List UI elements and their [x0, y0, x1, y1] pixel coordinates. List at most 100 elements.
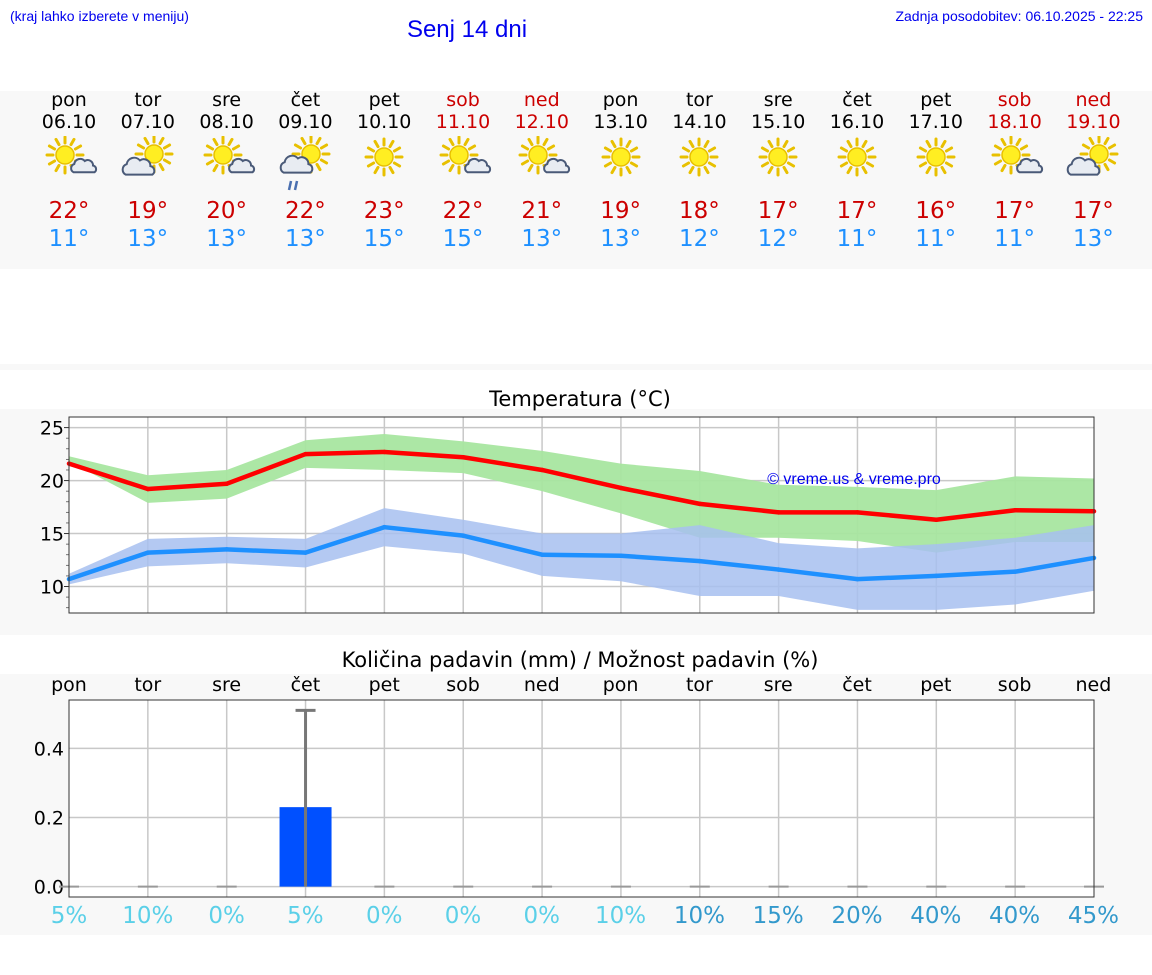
max-temp-segment [855, 510, 939, 523]
y-tick-label: 0.0 [34, 877, 64, 899]
sun-icon [817, 136, 897, 192]
precip-day-label: tor [134, 674, 162, 696]
y-tick-label: 0.4 [34, 738, 64, 760]
day-date: 09.10 [278, 111, 333, 133]
y-tick-label: 10 [40, 577, 64, 599]
temp-min: 13° [1073, 226, 1114, 252]
precipitation-chart: 0.0 0.2 0.4 [34, 699, 1104, 899]
precip-day-label: čet [842, 674, 872, 696]
precip-day-label: sob [997, 674, 1032, 696]
precip-day-label: tor [685, 674, 713, 696]
temp-max: 17° [836, 198, 878, 224]
min-temp-segment [539, 552, 624, 559]
cloud-sun-icon [108, 134, 188, 192]
temp-max: 19° [127, 198, 169, 224]
day-date: 11.10 [435, 111, 491, 133]
chart-watermark: © vreme.us & vreme.pro [767, 471, 941, 488]
y-tick-label: 15 [40, 524, 64, 546]
temp-min: 11° [915, 226, 957, 252]
day-name: čet [842, 89, 872, 111]
temp-max: 21° [521, 198, 563, 224]
max-temp-segment [460, 455, 545, 473]
precip-probability: 0% [365, 903, 403, 929]
temp-min: 13° [127, 226, 169, 252]
min-temp-segment [776, 567, 860, 582]
temp-max: 16° [915, 198, 957, 224]
sun-cloud-icon [187, 135, 267, 192]
temp-min: 13° [285, 226, 326, 252]
precip-day-label: čet [290, 674, 321, 696]
day-name: tor [685, 89, 713, 111]
min-temp-segment [224, 547, 308, 555]
temperature-chart: 10 15 20 25 © vreme.us & vreme.pro [40, 416, 1097, 614]
precip-day-label: sob [446, 674, 480, 696]
min-temp-segment [697, 558, 781, 572]
sun-cloud-icon [29, 135, 109, 192]
cloud-sun-icon [1053, 134, 1133, 192]
sun-cloud-icon [502, 135, 582, 192]
precip-probability: 5% [50, 903, 88, 929]
max-temp-band [69, 433, 1094, 553]
day-date: 07.10 [120, 111, 175, 133]
temp-max: 17° [757, 198, 799, 224]
temp-min: 11° [994, 226, 1035, 252]
precip-chart-title: Količina padavin (mm) / Možnost padavin … [341, 648, 819, 672]
temp-min: 13° [521, 226, 563, 252]
temp-max: 22° [442, 198, 484, 224]
sun-icon [738, 136, 818, 192]
min-temp-segment [303, 524, 387, 555]
day-name: sre [763, 89, 793, 111]
day-name: pet [368, 89, 400, 111]
precip-probability: 10% [673, 903, 725, 929]
temp-min: 13° [600, 226, 641, 252]
max-temp-segment [145, 481, 229, 492]
precip-day-label: pon [602, 674, 639, 696]
precip-probability: 5% [287, 903, 324, 929]
precip-probability: 20% [831, 903, 883, 929]
day-name: tor [134, 89, 162, 111]
precip-day-label: sre [763, 674, 793, 696]
day-date: 17.10 [908, 111, 963, 133]
temp-min: 12° [679, 226, 720, 252]
max-temp-segment [303, 449, 387, 457]
max-temp-segment [66, 461, 151, 492]
min-temp-segment [66, 550, 151, 582]
last-updated: Zadnja posodobitev: 06.10.2025 - 22:25 [895, 8, 1143, 24]
day-date: 13.10 [593, 111, 648, 133]
day-name: pet [920, 89, 952, 111]
precip-day-label: ned [1075, 674, 1112, 696]
day-date: 12.10 [514, 111, 569, 133]
temp-min: 12° [757, 226, 799, 252]
day-name: pon [602, 89, 639, 111]
header-menu-hint[interactable]: (kraj lahko izberete v meniju) [10, 8, 189, 24]
sun-icon [344, 136, 424, 192]
max-temp-segment [382, 449, 466, 460]
temp-max: 19° [600, 198, 641, 224]
min-temp-segment [855, 573, 939, 582]
day-date: 10.10 [356, 111, 412, 133]
day-date: 18.10 [987, 111, 1042, 133]
precip-probability: 0% [523, 903, 561, 929]
precip-probability: 10% [595, 903, 647, 929]
precip-day-label: sre [212, 674, 242, 696]
temp-min: 11° [48, 226, 90, 252]
temp-max: 17° [1073, 198, 1114, 224]
y-tick-label: 0.2 [34, 808, 64, 830]
day-name: ned [1075, 89, 1112, 111]
sun-icon [659, 136, 739, 192]
temp-max: 18° [679, 198, 720, 224]
precip-probability: 40% [989, 903, 1041, 929]
sun-cloud-icon [423, 135, 503, 192]
temp-max: 22° [285, 198, 326, 224]
max-temp-segment [618, 485, 703, 507]
temp-min: 15° [363, 226, 405, 252]
y-tick-label: 20 [40, 471, 64, 493]
precip-probability: 40% [910, 903, 962, 929]
day-date: 15.10 [750, 111, 806, 133]
forecast-band [0, 91, 1152, 269]
temp-max: 17° [994, 198, 1035, 224]
temp-min: 13° [206, 226, 247, 252]
day-name: čet [290, 89, 321, 111]
day-date: 08.10 [199, 111, 254, 133]
precip-day-label: pet [920, 674, 952, 696]
